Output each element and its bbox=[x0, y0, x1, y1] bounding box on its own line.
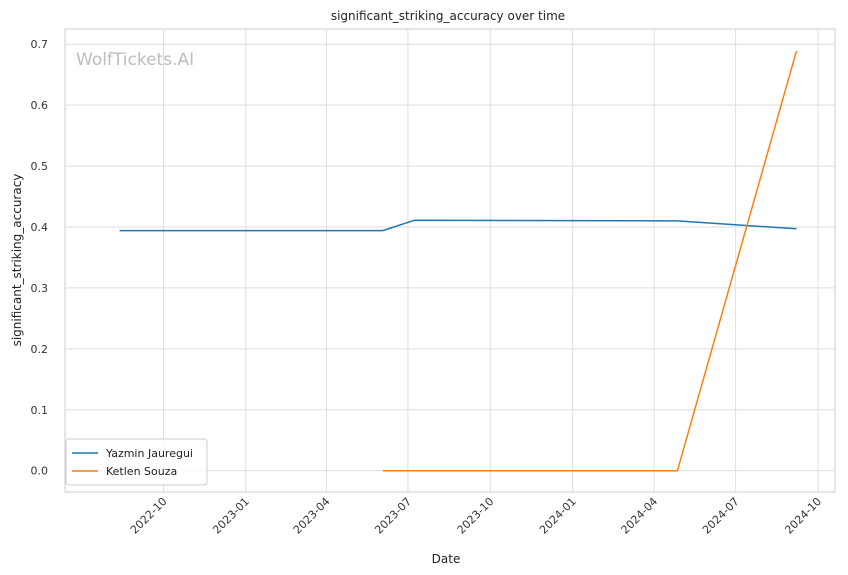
x-tick-label: 2024-10 bbox=[782, 495, 824, 537]
x-tick-label: 2023-10 bbox=[455, 495, 497, 537]
y-tick-label: 0.5 bbox=[31, 160, 49, 173]
y-tick-label: 0.7 bbox=[31, 38, 49, 51]
x-tick-label: 2024-04 bbox=[619, 495, 661, 537]
y-tick-label: 0.6 bbox=[31, 99, 49, 112]
x-tick-label: 2023-04 bbox=[291, 495, 333, 537]
legend-box bbox=[65, 438, 208, 486]
legend-label: Yazmin Jauregui bbox=[105, 447, 193, 460]
x-gridlines bbox=[162, 29, 819, 492]
series-layer bbox=[119, 50, 798, 472]
x-tick-label: 2023-07 bbox=[372, 495, 414, 537]
y-tick-label: 0.0 bbox=[31, 465, 49, 478]
chart-title: significant_striking_accuracy over time bbox=[331, 9, 565, 23]
x-tick-label: 2023-01 bbox=[210, 495, 252, 537]
y-tick-label: 0.1 bbox=[31, 404, 49, 417]
legend: Yazmin Jauregui Ketlen Souza bbox=[65, 438, 208, 486]
y-tick-label: 0.4 bbox=[31, 221, 49, 234]
y-tick-label: 0.3 bbox=[31, 282, 49, 295]
x-tick-label: 2024-01 bbox=[537, 495, 579, 537]
x-tick-label: 2024-07 bbox=[700, 495, 742, 537]
watermark-text: WolfTickets.AI bbox=[76, 50, 194, 70]
y-tick-labels: 0.0 0.1 0.2 0.3 0.4 0.5 0.6 0.7 bbox=[31, 38, 49, 477]
series-line-1 bbox=[119, 219, 797, 232]
y-gridlines bbox=[65, 43, 835, 472]
legend-label: Ketlen Souza bbox=[106, 465, 177, 478]
x-tick-labels: 2022-10 2023-01 2023-04 2023-07 2023-10 2024-… bbox=[128, 495, 824, 537]
y-axis-label: significant_striking_accuracy bbox=[10, 174, 24, 347]
series-line-2 bbox=[382, 50, 798, 472]
plot-area bbox=[64, 28, 836, 493]
y-tick-label: 0.2 bbox=[31, 343, 49, 356]
x-tick-label: 2022-10 bbox=[128, 495, 170, 537]
x-axis-label: Date bbox=[432, 552, 461, 566]
